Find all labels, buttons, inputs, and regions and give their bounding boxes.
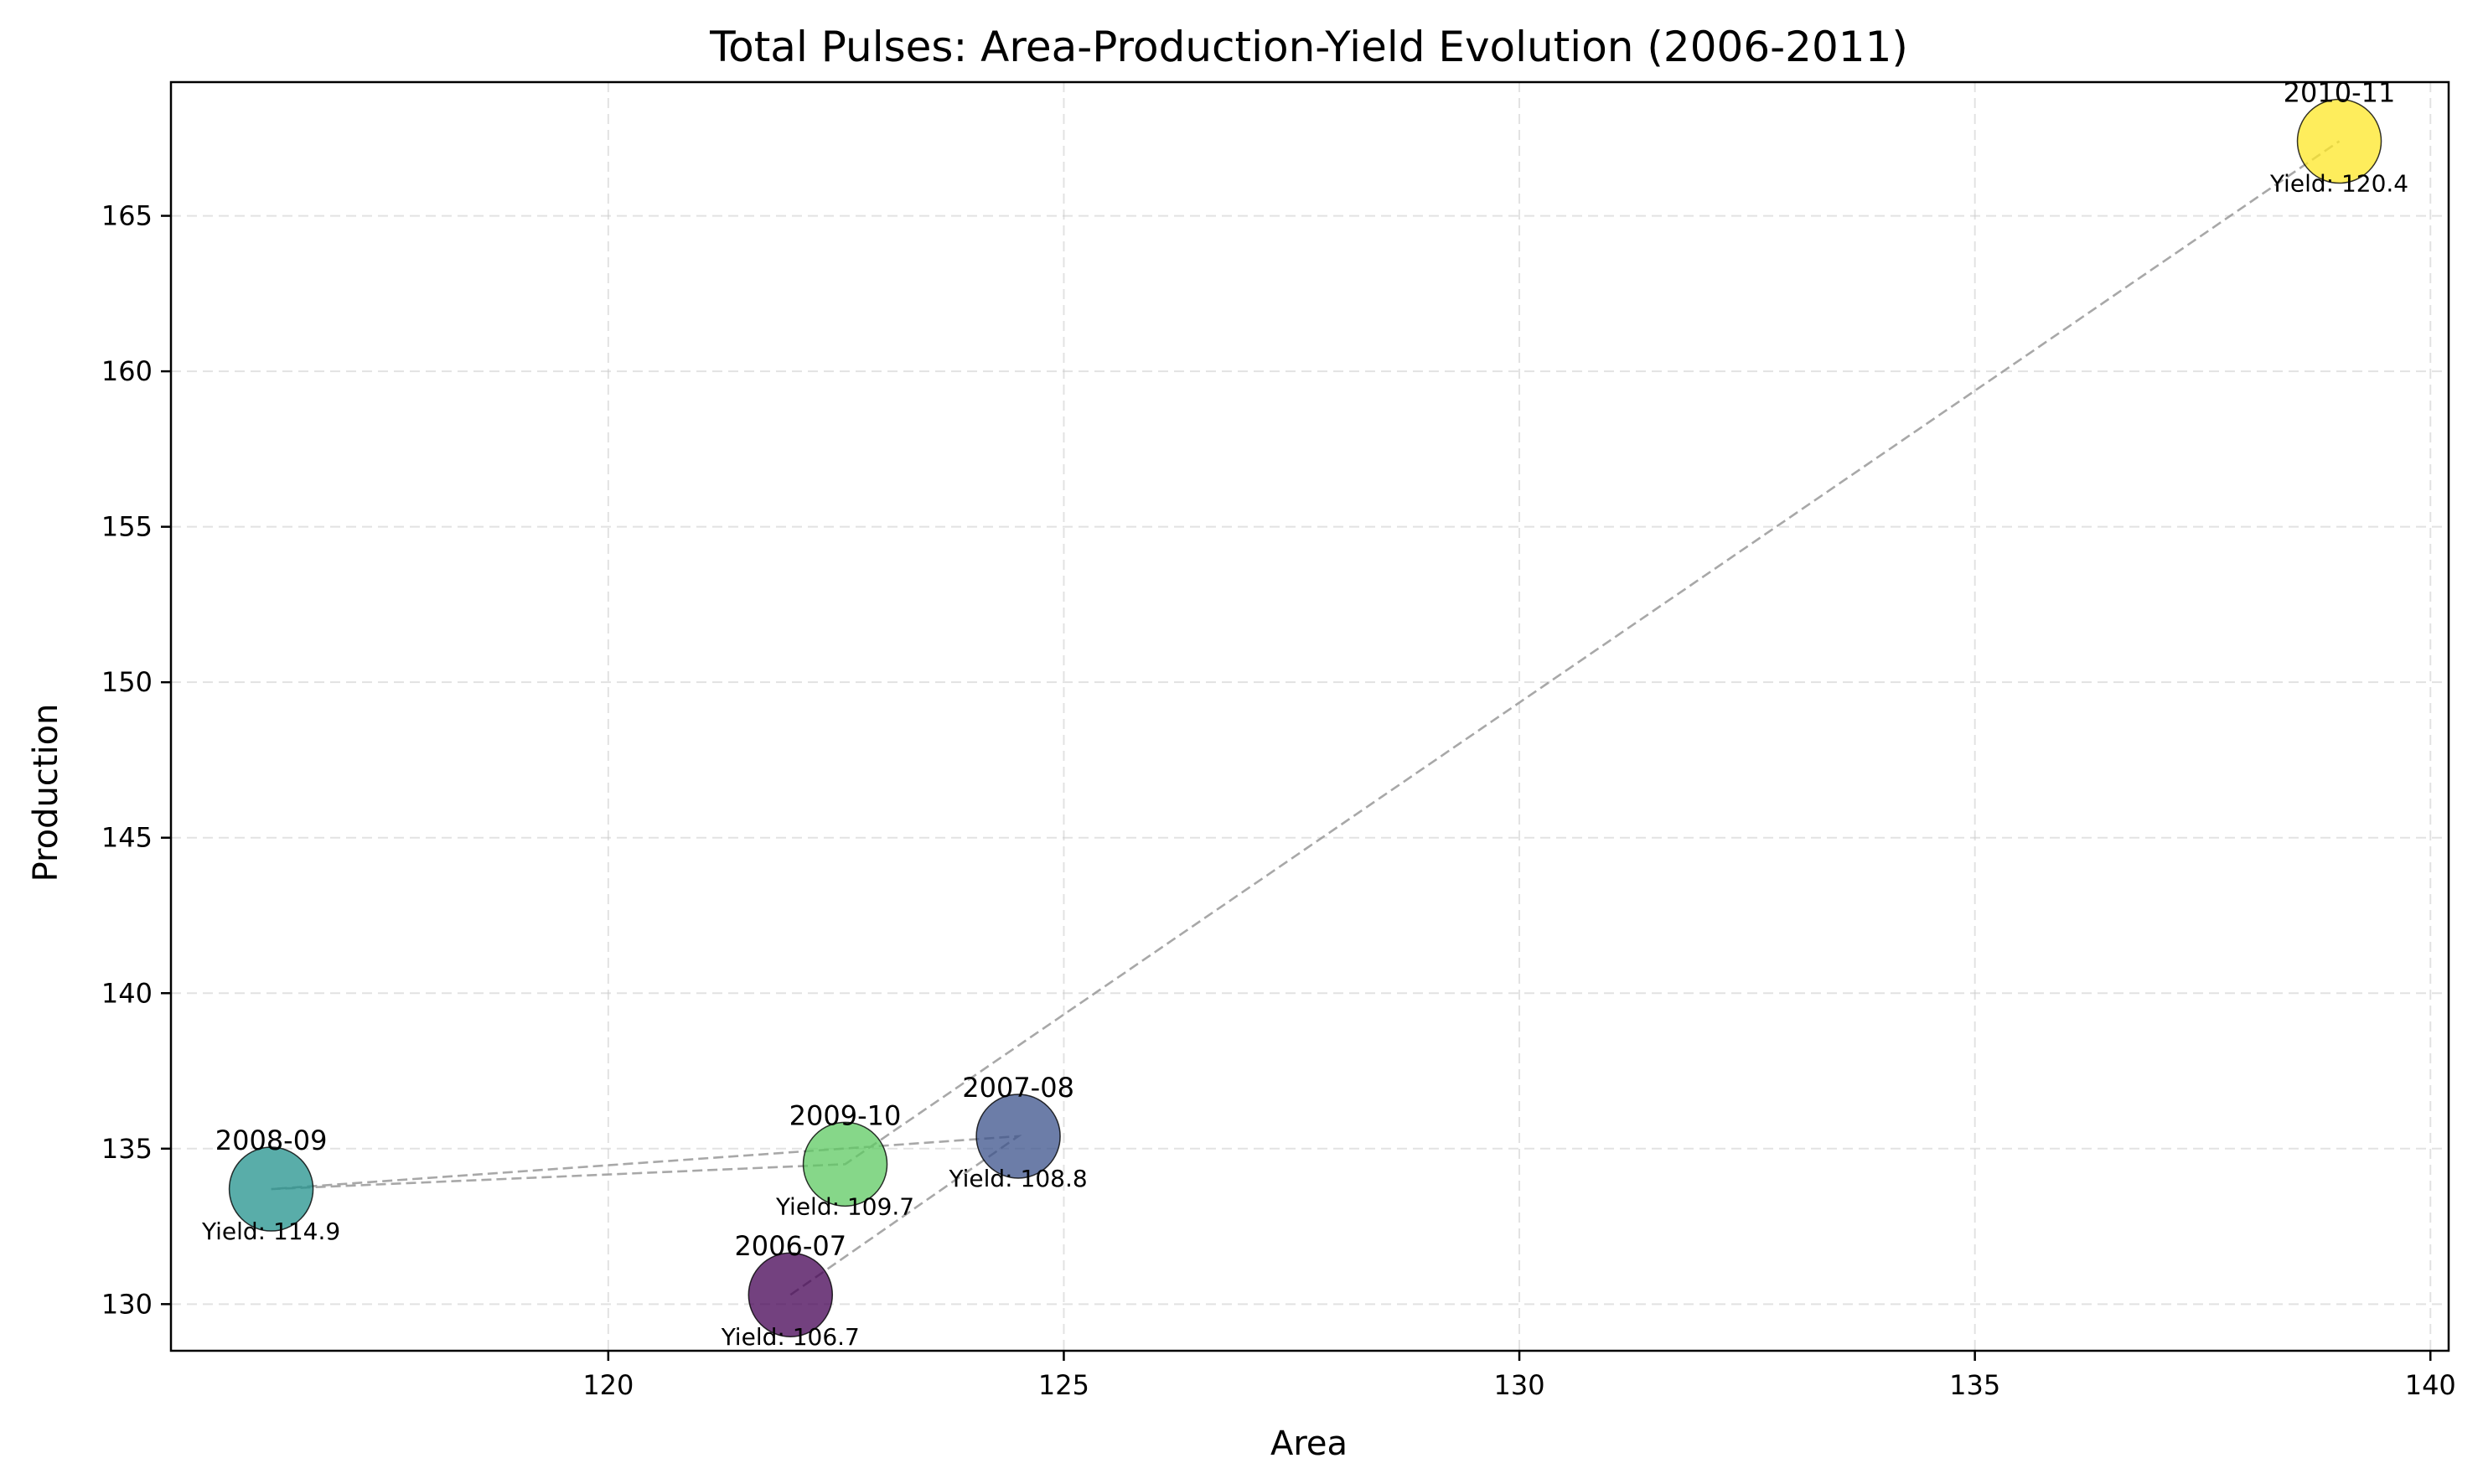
data-point-2007-08: 2007-08 Yield: 108.8 <box>949 1072 1088 1192</box>
data-point-2006-07: 2006-07 Yield: 106.7 <box>721 1230 860 1351</box>
data-point-2008-09: 2008-09 Yield: 114.9 <box>201 1125 340 1245</box>
yield-label: Yield: 120.4 <box>2269 170 2408 198</box>
y-tick-label: 140 <box>101 977 153 1009</box>
yield-label: Yield: 106.7 <box>721 1323 860 1351</box>
y-tick-label: 160 <box>101 355 153 387</box>
x-tick-label: 135 <box>1949 1369 2000 1401</box>
data-point-2009-10: 2009-10 Yield: 109.7 <box>775 1099 914 1220</box>
chart-title: Total Pulses: Area-Production-Yield Evol… <box>709 23 1908 71</box>
x-axis-ticks: 120 125 130 135 140 <box>582 1351 2456 1401</box>
trajectory-polyline <box>271 140 2341 1296</box>
y-axis-label: Production <box>27 704 65 882</box>
plot-frame <box>169 80 2450 1352</box>
point-marker <box>2296 98 2382 184</box>
y-tick-label: 135 <box>101 1133 153 1165</box>
y-tick-label: 130 <box>101 1288 153 1320</box>
grid <box>171 82 2449 1351</box>
point-label: 2007-08 <box>962 1072 1074 1104</box>
point-marker <box>802 1121 888 1207</box>
point-label: 2006-07 <box>734 1230 846 1262</box>
yield-label: Yield: 114.9 <box>201 1218 340 1245</box>
x-tick-label: 120 <box>582 1369 634 1401</box>
x-tick-label: 125 <box>1038 1369 1089 1401</box>
trajectory-line <box>271 140 2341 1296</box>
y-tick-label: 150 <box>101 666 153 698</box>
point-marker <box>228 1146 314 1232</box>
point-label: 2008-09 <box>215 1125 328 1156</box>
y-tick-label: 165 <box>101 200 153 232</box>
point-marker <box>747 1252 834 1337</box>
y-tick-label: 145 <box>101 822 153 854</box>
x-tick-label: 140 <box>2405 1369 2456 1401</box>
yield-label: Yield: 108.8 <box>949 1165 1088 1192</box>
x-tick-label: 130 <box>1494 1369 1545 1401</box>
y-axis-ticks: 130 135 140 145 150 155 160 165 <box>101 200 171 1320</box>
yield-label: Yield: 109.7 <box>775 1192 914 1220</box>
x-axis-label: Area <box>1270 1425 1348 1463</box>
point-label: 2009-10 <box>789 1099 902 1131</box>
point-marker <box>975 1094 1061 1179</box>
y-tick-label: 155 <box>101 511 153 543</box>
